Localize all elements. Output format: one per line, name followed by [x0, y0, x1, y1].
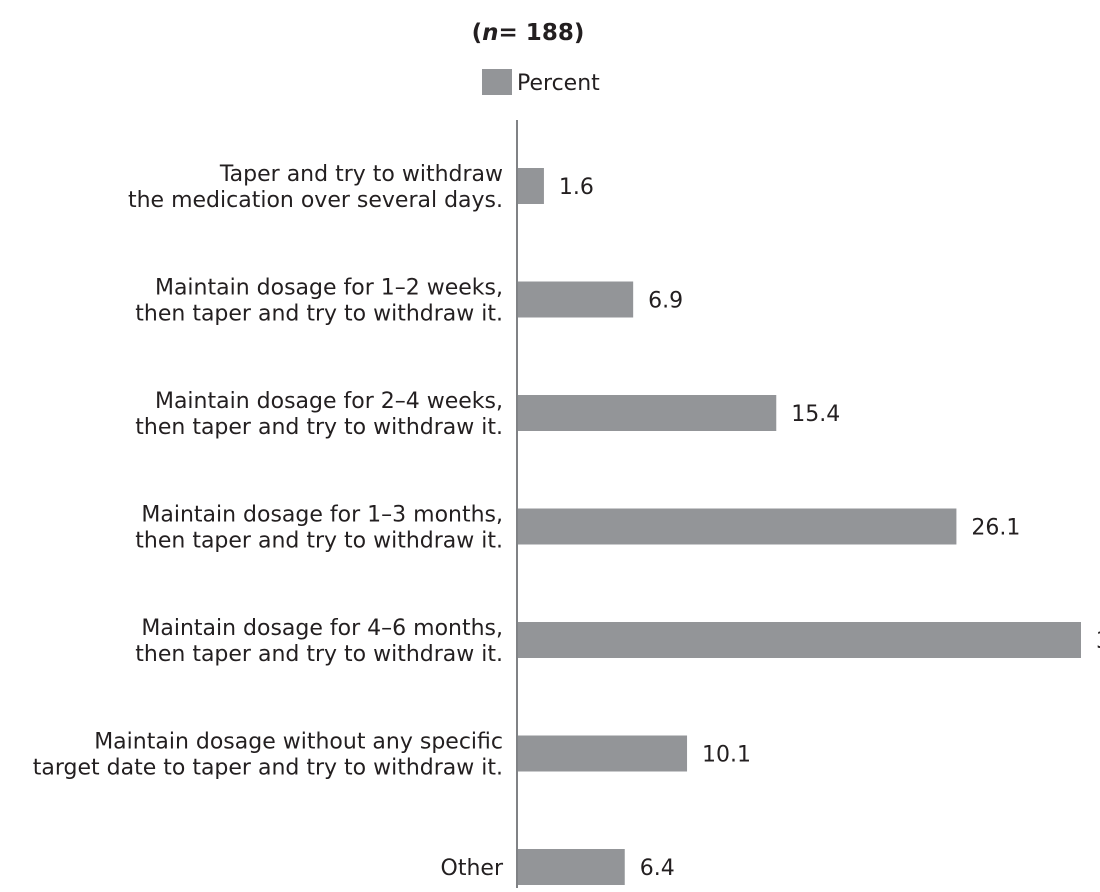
bar	[517, 168, 544, 204]
category-label: Maintain dosage for 1–2 weeks, then taper…	[135, 276, 503, 327]
bars	[517, 168, 1081, 885]
legend: Percent	[482, 69, 600, 96]
category-label: Maintain dosage for 1–3 months, then tape…	[135, 503, 503, 554]
subtitle-prefix: (	[472, 20, 483, 46]
bar	[517, 849, 625, 885]
value-label: 1.6	[559, 175, 594, 200]
category-label-line: Maintain dosage for 4–6 months,	[141, 616, 503, 641]
category-label: Maintain dosage without any specific targ…	[33, 730, 503, 781]
bar	[517, 395, 777, 431]
category-label: Taper and try to withdraw the medication …	[128, 162, 503, 213]
category-label-line: then taper and try to withdraw it.	[135, 642, 503, 667]
bar	[517, 281, 634, 318]
subtitle-n-symbol: n	[482, 20, 498, 46]
bar	[517, 508, 957, 545]
value-label: 33.5	[1096, 629, 1100, 654]
subtitle-rest: = 188)	[499, 20, 585, 46]
legend-swatch	[482, 69, 512, 95]
category-label-line: Taper and try to withdraw	[219, 162, 503, 187]
category-label-line: Maintain dosage without any specific	[94, 730, 503, 755]
category-label-line: Maintain dosage for 2–4 weeks,	[155, 389, 503, 414]
category-label-line: target date to taper and try to withdraw…	[33, 756, 503, 781]
category-label-line: then taper and try to withdraw it.	[135, 302, 503, 327]
category-label: Maintain dosage for 2–4 weeks, then taper…	[135, 389, 503, 440]
chart-subtitle: (n= 188)	[472, 20, 585, 46]
value-label: 6.9	[648, 289, 683, 314]
value-label: 15.4	[791, 402, 840, 427]
value-label: 10.1	[702, 743, 751, 768]
value-labels: 1.6 6.9 15.4 26.1 33.5 10.1 6.4	[559, 175, 1100, 881]
category-labels: Taper and try to withdraw the medication …	[33, 162, 504, 881]
category-label-line: Other	[441, 856, 504, 881]
value-label: 26.1	[971, 516, 1020, 541]
value-label: 6.4	[640, 856, 675, 881]
category-label: Other	[441, 856, 504, 881]
category-label-line: Maintain dosage for 1–2 weeks,	[155, 276, 503, 301]
category-label-line: the medication over several days.	[128, 188, 503, 213]
bar	[517, 622, 1081, 658]
legend-label: Percent	[517, 71, 600, 96]
category-label-line: then taper and try to withdraw it.	[135, 529, 503, 554]
bar	[517, 735, 688, 772]
category-label-line: Maintain dosage for 1–3 months,	[141, 503, 503, 528]
category-label: Maintain dosage for 4–6 months, then tape…	[135, 616, 503, 667]
category-label-line: then taper and try to withdraw it.	[135, 415, 503, 440]
